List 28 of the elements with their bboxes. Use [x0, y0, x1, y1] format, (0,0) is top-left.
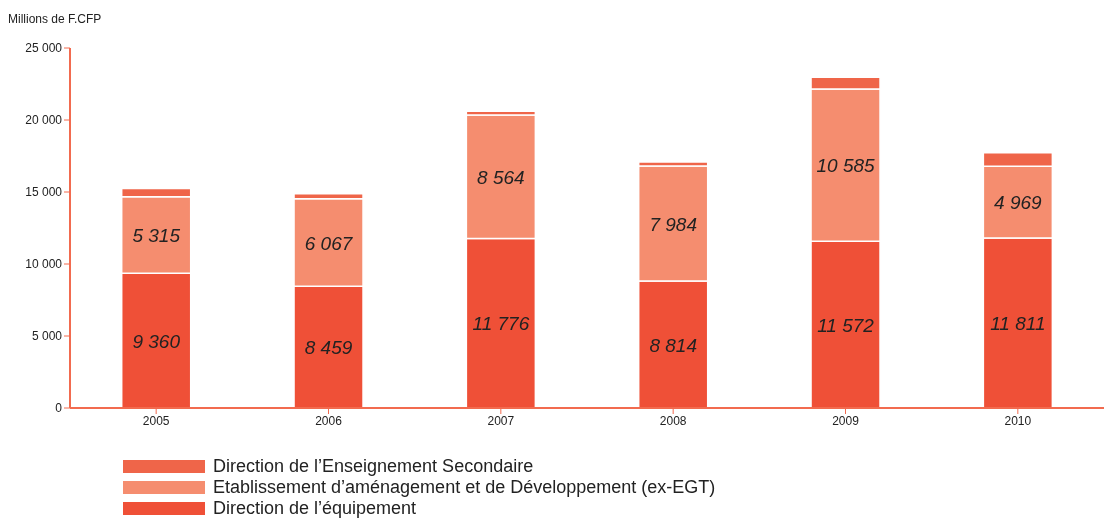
x-tick-label: 2010: [1004, 413, 1032, 428]
y-tick-label: 5 000: [31, 329, 63, 344]
data-label: 6 067: [304, 232, 354, 254]
data-label: 7 984: [649, 213, 697, 235]
y-tick-label: 25 000: [25, 41, 63, 56]
data-label: 9 360: [132, 330, 181, 352]
data-label: 11 776: [472, 313, 530, 335]
x-tick-label: 2005: [142, 413, 170, 428]
data-label: 4 969: [994, 192, 1043, 214]
y-tick-label: 15 000: [25, 185, 63, 200]
data-label: 10 585: [816, 155, 876, 177]
legend-label: Direction de l’Enseignement Secondaire: [213, 456, 534, 477]
legend-label: Etablissement d’aménagement et de Développement (ex-EGT): [213, 477, 716, 498]
data-label: 8 814: [649, 334, 697, 356]
data-label: 8 459: [304, 337, 353, 359]
y-tick-label: 0: [55, 401, 63, 416]
x-tick-label: 2009: [832, 413, 860, 428]
x-tick-label: 2006: [315, 413, 343, 428]
x-tick-label: 2008: [659, 413, 687, 428]
data-label: 8 564: [477, 166, 525, 188]
data-label: 5 315: [132, 224, 181, 246]
y-tick-label: 20 000: [25, 113, 63, 128]
data-label: 11 811: [990, 312, 1046, 334]
data-label: 11 572: [817, 314, 875, 336]
y-axis-title: Millions de F.CFP: [8, 12, 102, 26]
y-tick-label: 10 000: [25, 257, 63, 272]
legend-label: Direction de l’équipement: [213, 498, 417, 519]
x-tick-label: 2007: [487, 413, 515, 428]
